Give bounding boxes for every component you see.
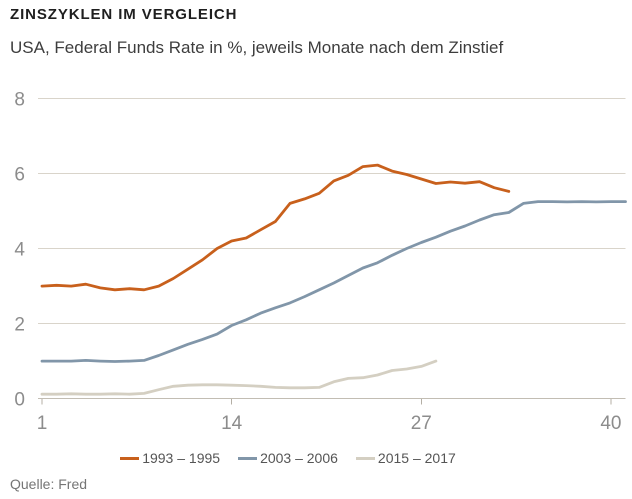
chart-subtitle: USA, Federal Funds Rate in %, jeweils Mo… — [10, 38, 504, 57]
y-axis-tick-label: 2 — [14, 315, 25, 336]
legend-swatch-2003-2006 — [238, 456, 258, 460]
y-axis-tick-label: 4 — [14, 240, 25, 261]
legend-swatch-2015-2017 — [355, 456, 375, 460]
legend-label: 2015 – 2017 — [377, 450, 456, 466]
legend-label: 2003 – 2006 — [260, 450, 338, 466]
chart-title: ZINSZYKLEN IM VERGLEICH — [10, 6, 238, 23]
legend: 1993 – 1995 2003 – 2006 2015 – 2017 — [0, 450, 632, 466]
series-line-1993-1995 — [40, 163, 511, 292]
legend-item-2015-2017: 2015 – 2017 — [355, 450, 456, 466]
source-note: Quelle: Fred — [10, 476, 88, 492]
x-axis-tick-label: 1 — [37, 413, 48, 434]
line-chart: 0 2 4 6 8 1 14 27 40 — [14, 89, 627, 434]
series-line-2003-2006 — [40, 200, 627, 363]
x-axis-tick-label: 14 — [221, 413, 243, 434]
legend-item-2003-2006: 2003 – 2006 — [238, 450, 338, 466]
x-axis-tick-label: 27 — [411, 413, 432, 434]
series-line-2015-2017 — [40, 359, 438, 396]
y-axis-tick-label: 6 — [14, 164, 25, 185]
y-axis-tick-label: 0 — [14, 390, 25, 411]
legend-item-1993-1995: 1993 – 1995 — [120, 450, 220, 466]
legend-label: 1993 – 1995 — [142, 450, 221, 466]
y-axis-tick-label: 8 — [14, 89, 25, 110]
legend-swatch-1993-1995 — [120, 456, 140, 460]
x-axis-tick-label: 40 — [600, 413, 621, 434]
